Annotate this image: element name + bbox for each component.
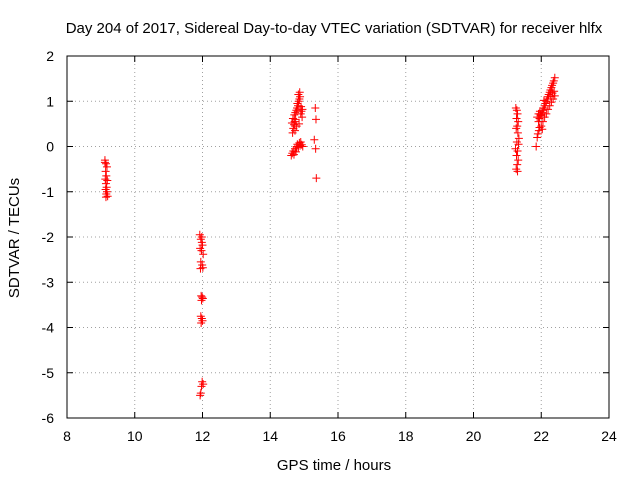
data-point (295, 88, 304, 97)
data-point (513, 109, 522, 118)
data-point (196, 264, 205, 273)
x-tick-label: 16 (330, 428, 346, 444)
data-point (550, 87, 559, 96)
y-tick-label: -3 (42, 274, 55, 290)
data-point (512, 114, 521, 123)
data-point (514, 134, 523, 143)
data-point (513, 167, 522, 176)
x-tick-label: 22 (533, 428, 549, 444)
data-point (547, 98, 556, 107)
data-point (533, 113, 542, 122)
y-tick-label: -2 (42, 229, 55, 245)
data-point (102, 171, 111, 180)
data-point (550, 73, 559, 82)
y-tick-label: -5 (42, 365, 55, 381)
data-point (197, 318, 206, 327)
x-tick-label: 8 (63, 428, 71, 444)
data-point (100, 158, 109, 167)
x-axis-label: GPS time / hours (277, 457, 391, 474)
data-point (514, 117, 523, 126)
data-point (513, 128, 522, 137)
data-point (102, 162, 111, 171)
data-point (199, 250, 208, 259)
y-tick-label: -4 (42, 320, 55, 336)
data-point (538, 125, 547, 134)
data-point (512, 106, 521, 115)
data-point (311, 115, 320, 124)
data-point (544, 105, 553, 114)
data-point (538, 117, 547, 126)
data-point (311, 104, 320, 113)
x-tick-label: 14 (262, 428, 278, 444)
data-point (291, 147, 300, 156)
data-point (101, 159, 110, 168)
data-point (539, 96, 548, 105)
data-point (196, 391, 205, 400)
data-point (198, 294, 207, 303)
x-tick-label: 12 (195, 428, 211, 444)
data-point (545, 101, 554, 110)
data-point (512, 151, 521, 160)
data-point (197, 382, 206, 391)
data-point (532, 142, 541, 151)
x-tick-label: 10 (127, 428, 143, 444)
data-point (311, 144, 320, 153)
data-point (312, 174, 321, 183)
data-point (537, 122, 546, 131)
y-tick-label: 1 (46, 93, 54, 109)
data-point (310, 135, 319, 144)
data-point (512, 124, 521, 133)
data-point (540, 113, 549, 122)
data-point (197, 233, 206, 241)
x-tick-label: 20 (466, 428, 482, 444)
data-point (511, 144, 520, 153)
data-point (103, 176, 112, 185)
x-tick-label: 18 (398, 428, 414, 444)
data-point (103, 192, 112, 201)
y-tick-label: -6 (42, 410, 55, 426)
data-point (292, 122, 301, 131)
data-point (101, 193, 110, 202)
data-point (546, 92, 555, 101)
data-point (535, 107, 544, 116)
data-point (534, 126, 543, 135)
data-point (533, 129, 542, 138)
data-point (101, 167, 110, 176)
data-point (542, 109, 551, 118)
data-points (100, 73, 559, 400)
y-tick-label: 2 (46, 48, 54, 64)
data-point (197, 246, 206, 255)
data-point (513, 160, 522, 169)
data-point (297, 140, 306, 149)
data-point (548, 89, 557, 98)
y-tick-label: -1 (42, 184, 55, 200)
data-point (196, 257, 205, 266)
data-point (287, 118, 296, 127)
x-tick-label: 24 (601, 428, 617, 444)
y-tick-label: 0 (46, 139, 54, 155)
data-point (197, 296, 206, 305)
data-point (533, 133, 542, 142)
y-axis-label: SDTVAR / TECUs (6, 178, 23, 298)
data-point (514, 156, 523, 165)
data-point (101, 175, 110, 184)
data-point (549, 76, 558, 85)
chart-title: Day 204 of 2017, Sidereal Day-to-day VTE… (66, 20, 603, 37)
data-point (298, 142, 307, 151)
data-point (288, 114, 297, 123)
data-point (298, 105, 307, 114)
data-point (198, 293, 207, 302)
data-point (298, 113, 307, 122)
data-point (290, 126, 299, 135)
